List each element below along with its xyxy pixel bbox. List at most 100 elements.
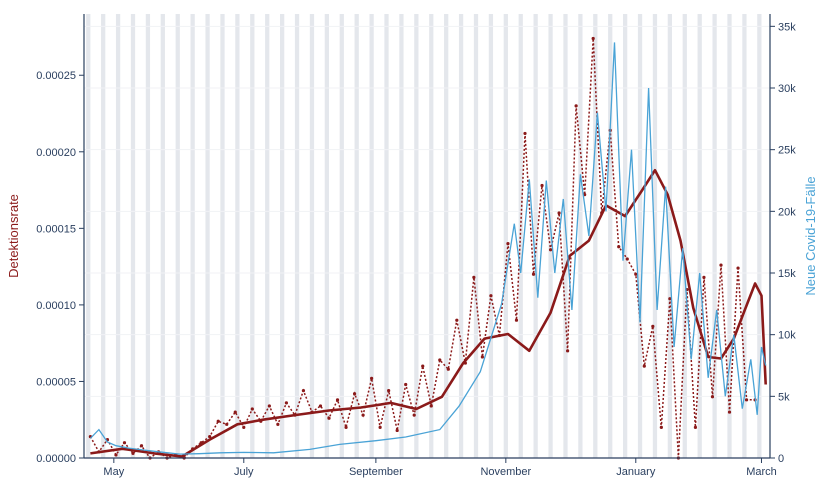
weekend-band xyxy=(518,14,523,458)
y-right-tick-label: 15k xyxy=(778,268,796,280)
y-left-tick-label: 0.00000 xyxy=(36,453,76,465)
weekend-band xyxy=(280,14,285,458)
weekend-band xyxy=(533,14,538,458)
daily-rate-point xyxy=(574,104,578,108)
daily-rate-point xyxy=(225,422,229,426)
weekend-band xyxy=(190,14,195,458)
daily-rate-point xyxy=(489,294,493,298)
daily-rate-point xyxy=(122,441,127,445)
daily-rate-point xyxy=(344,425,348,429)
daily-rate-point xyxy=(276,422,280,426)
daily-rate-point xyxy=(480,355,484,359)
y-right-tick-label: 30k xyxy=(778,83,796,95)
weekend-band xyxy=(503,14,508,458)
weekend-band xyxy=(399,14,404,458)
weekend-band xyxy=(444,14,449,458)
daily-rate-point xyxy=(531,272,536,276)
weekend-band xyxy=(160,14,165,458)
daily-rate-point xyxy=(591,36,595,41)
weekend-band xyxy=(101,14,106,458)
daily-rate-point xyxy=(642,364,646,368)
daily-rate-point xyxy=(395,428,399,433)
daily-rate-point xyxy=(233,410,237,414)
y-right-tick-label: 10k xyxy=(778,330,796,342)
y-left-tick-label: 0.00015 xyxy=(36,223,76,235)
daily-rate-point xyxy=(387,389,391,393)
weekend-band xyxy=(548,14,553,458)
weekend-band xyxy=(563,14,568,458)
series-line-smoothed-rate xyxy=(90,168,767,458)
weekend-band xyxy=(354,14,359,458)
weekend-band xyxy=(742,14,747,458)
weekend-band xyxy=(235,14,240,458)
y-right-tick-label: 35k xyxy=(778,21,796,33)
daily-rate-point xyxy=(744,398,749,402)
weekend-band xyxy=(593,14,598,458)
daily-rate-point xyxy=(352,392,357,396)
daily-rate-point xyxy=(548,248,553,252)
daily-rate-point xyxy=(446,367,450,371)
y-right-tick-label: 20k xyxy=(778,206,796,218)
daily-rate-point xyxy=(668,297,672,301)
y-left-tick-label: 0.00020 xyxy=(36,147,76,159)
daily-rate-point xyxy=(404,382,408,387)
daily-rate-point xyxy=(540,183,544,188)
daily-rate-point xyxy=(412,413,416,417)
weekend-band xyxy=(220,14,225,458)
weekend-band xyxy=(130,14,136,458)
y-left-tick-label: 0.00005 xyxy=(36,376,76,388)
weekend-bands xyxy=(84,14,770,458)
weekend-band xyxy=(637,14,643,458)
daily-rate-point xyxy=(429,404,433,408)
daily-rate-point xyxy=(370,376,374,380)
weekend-band xyxy=(712,14,717,458)
daily-rate-point xyxy=(617,245,621,249)
daily-rate-point xyxy=(455,318,459,322)
weekend-band xyxy=(458,14,464,458)
daily-rate-point xyxy=(208,434,212,439)
daily-rate-point xyxy=(523,131,527,136)
daily-rate-point xyxy=(693,425,698,429)
x-tick-label: September xyxy=(349,466,403,478)
daily-rate-point xyxy=(472,275,476,279)
x-tick-label: January xyxy=(616,466,656,478)
y-right-tick-label: 25k xyxy=(778,145,796,157)
weekend-band xyxy=(682,14,687,458)
daily-rate-point xyxy=(659,425,663,429)
weekend-band xyxy=(294,14,300,458)
weekend-band xyxy=(578,14,583,458)
weekend-band xyxy=(384,14,389,458)
y-axis-left-label: Detektionsrate xyxy=(6,194,21,278)
daily-rate-point xyxy=(250,407,254,411)
daily-rate-point xyxy=(421,364,425,368)
daily-rate-point xyxy=(625,257,629,261)
daily-rate-point xyxy=(361,413,365,417)
weekend-band xyxy=(309,14,315,458)
daily-rate-point xyxy=(557,211,561,215)
daily-rate-point xyxy=(727,410,732,414)
weekend-band xyxy=(757,14,762,458)
daily-rate-point xyxy=(335,398,340,402)
weekend-band xyxy=(339,14,344,458)
plot-area xyxy=(84,14,770,458)
weekend-band xyxy=(86,14,91,458)
weekend-band xyxy=(175,14,180,458)
y-right-tick-label: 0 xyxy=(778,453,784,465)
daily-rate-point xyxy=(651,324,655,328)
daily-rate-point xyxy=(216,419,220,423)
weekend-band xyxy=(265,14,270,458)
daily-rate-point xyxy=(566,349,570,353)
weekend-band xyxy=(324,14,329,458)
daily-rate-point xyxy=(378,425,382,429)
x-tick-label: November xyxy=(480,466,531,478)
weekend-band xyxy=(652,14,658,458)
daily-rate-point xyxy=(114,453,118,457)
daily-rate-point xyxy=(514,318,519,322)
daily-rate-point xyxy=(284,401,288,405)
x-tick-label: March xyxy=(746,466,777,478)
daily-rate-point xyxy=(131,451,135,456)
weekend-band xyxy=(608,14,613,458)
daily-rate-point xyxy=(267,404,271,408)
daily-rate-point xyxy=(327,416,331,420)
